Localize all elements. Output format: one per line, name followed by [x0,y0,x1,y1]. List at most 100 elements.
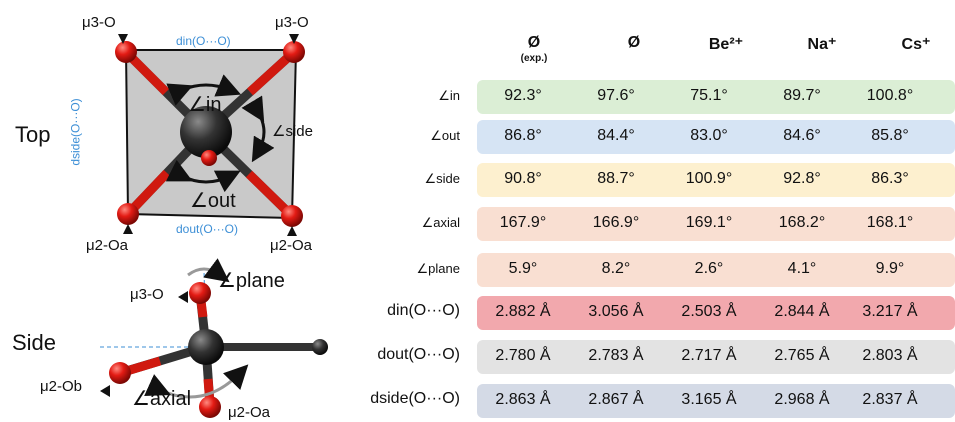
table-cell: 97.6° [597,87,635,104]
table-cell: 168.1° [866,214,914,231]
column-header-label: Be²⁺ [708,36,744,53]
table-cell: 3.165 Å [681,391,737,408]
marker-triangle-icon [123,224,133,234]
table-cell: 100.8° [866,87,914,104]
column-header-be: Be²⁺ [690,34,762,54]
column-header-label: Cs⁺ [901,36,931,53]
table-cell: 2.780 Å [495,347,551,364]
table-cell: 2.6° [694,260,724,277]
table-cell: 100.9° [685,170,733,187]
top-view-label: Top [15,122,51,147]
table-cell: 86.3° [871,170,909,187]
row-label: dout(O···O) [377,346,460,363]
mu2-oa-label-right: μ2-Oa [270,237,312,254]
table-cell: 2.717 Å [681,347,737,364]
table-cell: 2.867 Å [588,391,644,408]
angle-in-arrow-icon [166,74,242,106]
oxygen-atom [189,282,211,304]
row-label: din(O···O) [387,302,460,319]
angle-out-label: ∠out [190,190,236,212]
oxygen-atom [115,41,137,63]
table-cell: 3.217 Å [862,303,918,320]
column-header-na: Na⁺ [786,34,858,54]
table-cell: 84.6° [783,127,821,144]
table-cell: 168.2° [778,214,826,231]
table-cell: 2.863 Å [495,391,551,408]
table-row: 167.9° 166.9° 169.1° 168.2° 168.1° [477,207,955,241]
marker-triangle-icon [178,291,188,303]
table-row: 2.780 Å 2.783 Å 2.717 Å 2.765 Å 2.803 Å [477,340,955,374]
table-cell: 85.8° [871,127,909,144]
metal-atom [180,106,232,158]
column-header-cs: Cs⁺ [880,34,952,54]
table-cell: 90.8° [504,170,542,187]
table-row: 2.863 Å 2.867 Å 3.165 Å 2.968 Å 2.837 Å [477,384,955,418]
row-label: ∠axial [421,215,460,230]
table-row: 86.8° 84.4° 83.0° 84.6° 85.8° [477,120,955,154]
table-cell: 2.783 Å [588,347,644,364]
row-label: dside(O···O) [370,390,460,407]
metal-atom [312,339,328,355]
table-cell: 83.0° [690,127,728,144]
table-cell: 3.056 Å [588,303,644,320]
marker-triangle-icon [100,385,110,397]
mu3-o-label-left: μ3-O [82,14,116,31]
side-mu2-oa-label: μ2-Oa [228,404,270,421]
side-mu3-o-label: μ3-O [130,286,164,303]
table-cell: 5.9° [508,260,538,277]
table-cell: 89.7° [783,87,821,104]
oxygen-atom [117,203,139,225]
table-cell: 2.803 Å [862,347,918,364]
column-header-label: Ø [627,34,641,51]
table-cell: 9.9° [875,260,905,277]
table-row: 92.3° 97.6° 75.1° 89.7° 100.8° [477,80,955,114]
table-cell: 4.1° [787,260,817,277]
angle-out-arrow-icon [165,159,241,193]
table-cell: 169.1° [685,214,733,231]
table-row: 90.8° 88.7° 100.9° 92.8° 86.3° [477,163,955,197]
table-row: 2.882 Å 3.056 Å 2.503 Å 2.844 Å 3.217 Å [477,296,955,330]
table-cell: 86.8° [504,127,542,144]
table-cell: 2.765 Å [774,347,830,364]
table-cell: 167.9° [499,214,547,231]
row-label: ∠side [424,171,460,186]
d-in-diagram-label: din(O···O) [176,34,231,48]
mu2-oa-label-left: μ2-Oa [86,237,128,254]
table-cell: 166.9° [592,214,640,231]
row-label: ∠plane [416,261,460,276]
oxygen-atom [283,41,305,63]
angle-axial-arrow-icon [144,364,249,399]
table-cell: 88.7° [597,170,635,187]
metal-atom [188,329,224,365]
d-out-diagram-label: dout(O···O) [176,222,239,236]
side-view-diagram [100,258,330,418]
angle-side-arrow-icon [241,95,275,163]
angle-axial-label: ∠axial [132,388,192,410]
oxygen-atom [281,205,303,227]
marker-triangle-icon [289,34,299,44]
oxygen-atom [109,362,131,384]
column-header-sub: (exp.) [520,53,548,64]
column-header-exp: Ø (exp.) [498,34,570,64]
table-cell: 2.844 Å [774,303,830,320]
table-cell: 2.968 Å [774,391,830,408]
table-cell: 2.503 Å [681,303,737,320]
table-cell: 92.8° [783,170,821,187]
table-row: 5.9° 8.2° 2.6° 4.1° 9.9° [477,253,955,287]
table-cell: 92.3° [504,87,542,104]
side-mu2-ob-label: μ2-Ob [40,378,82,395]
table-cell: 75.1° [690,87,728,104]
column-header-label: Na⁺ [807,36,837,53]
oxygen-atom [199,396,221,418]
row-label: ∠out [430,128,460,143]
side-view-label: Side [12,330,57,355]
table-cell: 84.4° [597,127,635,144]
row-label: ∠in [438,88,460,103]
table-cell: 8.2° [601,260,631,277]
angle-in-label: ∠in [188,94,222,116]
top-view-diagram [115,34,305,236]
column-header-calc: Ø [598,34,670,52]
angle-plane-label: ∠plane [218,270,285,292]
mu3-o-label-right: μ3-O [275,14,309,31]
table-cell: 2.837 Å [862,391,918,408]
